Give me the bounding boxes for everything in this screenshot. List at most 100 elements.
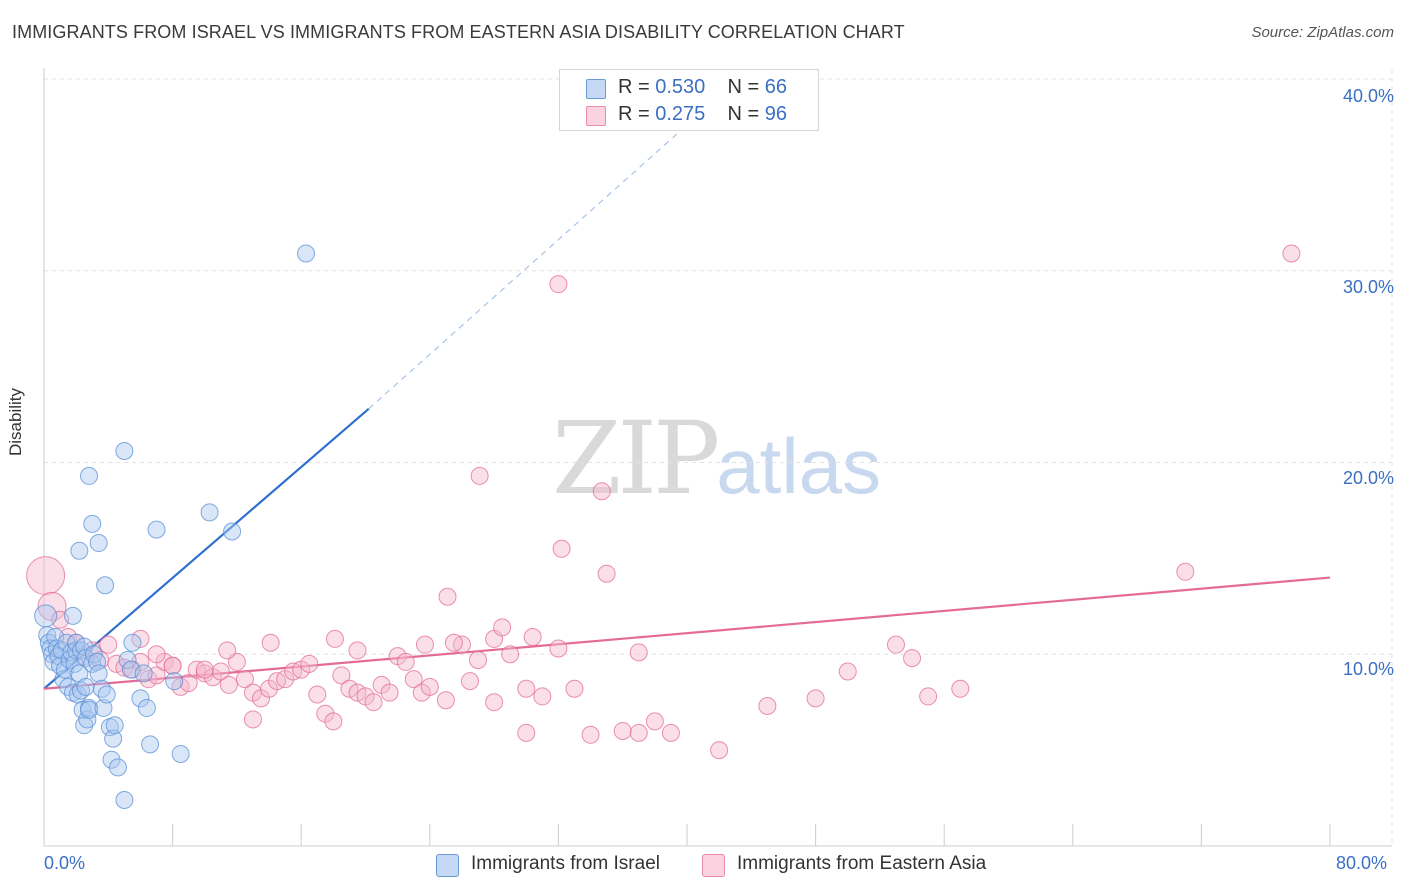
eastern-asia-point xyxy=(1176,562,1195,581)
legend-n-value: 66 xyxy=(764,76,788,98)
israel-point xyxy=(223,522,242,541)
eastern-asia-point xyxy=(951,679,970,698)
eastern-asia-point xyxy=(444,633,463,652)
eastern-asia-point xyxy=(179,674,198,693)
eastern-asia-point xyxy=(420,677,439,696)
eastern-asia-point xyxy=(517,723,536,742)
israel-point xyxy=(76,677,95,696)
israel-point xyxy=(104,729,123,748)
grid-lines xyxy=(44,70,1393,846)
israel-point xyxy=(78,710,97,729)
israel-point xyxy=(141,735,160,754)
eastern-asia-point xyxy=(758,697,777,716)
eastern-asia-point xyxy=(195,660,214,679)
eastern-asia-point xyxy=(549,275,568,294)
eastern-asia-point xyxy=(886,635,905,654)
israel-point xyxy=(200,503,219,522)
eastern-asia-point xyxy=(26,556,66,596)
watermark: ZIPatlas xyxy=(552,400,881,517)
israel-point xyxy=(134,664,153,683)
israel-point xyxy=(96,576,115,595)
y-tick-10: 10.0% xyxy=(1342,659,1394,679)
x-tick-80: 80.0% xyxy=(1336,853,1388,873)
eastern-asia-point xyxy=(469,651,488,670)
eastern-asia-point xyxy=(404,670,423,689)
israel-point xyxy=(89,534,108,553)
eastern-asia-point xyxy=(523,627,542,646)
israel-point xyxy=(75,637,94,656)
israel-point xyxy=(102,750,121,769)
eastern-asia-point xyxy=(903,649,922,668)
israel-point xyxy=(94,698,113,717)
eastern-asia-trend-line xyxy=(43,576,1331,690)
y-tick-40: 40.0% xyxy=(1342,86,1394,106)
israel-point xyxy=(147,520,166,539)
israel-point xyxy=(118,651,137,670)
eastern-asia-point xyxy=(485,693,504,712)
eastern-asia-point xyxy=(629,723,648,742)
legend-swatch-eastern-asia xyxy=(702,854,725,877)
israel-point xyxy=(137,698,156,717)
legend-label-israel: Immigrants from Israel xyxy=(471,853,660,874)
israel-point xyxy=(80,700,99,719)
eastern-asia-point xyxy=(661,723,680,742)
eastern-asia-point xyxy=(211,662,230,681)
eastern-asia-point xyxy=(493,618,512,637)
eastern-asia-point xyxy=(1282,244,1301,263)
eastern-asia-point xyxy=(597,564,616,583)
eastern-asia-point xyxy=(470,466,489,485)
israel-point xyxy=(131,689,150,708)
israel-point xyxy=(73,700,92,719)
legend-r-label: R = xyxy=(618,76,656,98)
israel-point xyxy=(34,604,58,628)
eastern-asia-point xyxy=(235,670,254,689)
legend-swatch-israel xyxy=(436,854,459,877)
eastern-asia-point xyxy=(364,693,383,712)
israel-point xyxy=(165,672,184,691)
eastern-asia-point xyxy=(261,633,280,652)
israel-trend-extension xyxy=(368,113,701,410)
eastern-asia-point xyxy=(533,687,552,706)
legend-r-value: 0.275 xyxy=(655,103,706,125)
legend-label-eastern-asia: Immigrants from Eastern Asia xyxy=(737,853,987,874)
eastern-asia-point xyxy=(710,741,729,760)
israel-point xyxy=(83,514,102,533)
eastern-asia-point xyxy=(218,641,237,660)
eastern-asia-point xyxy=(438,587,457,606)
source-note: Source: ZipAtlas.com xyxy=(1251,24,1394,41)
eastern-asia-point xyxy=(565,679,584,698)
eastern-asia-point xyxy=(308,685,327,704)
y-tick-30: 30.0% xyxy=(1342,277,1394,297)
eastern-asia-point xyxy=(581,725,600,744)
legend-r-label: R = xyxy=(618,103,656,125)
eastern-asia-point xyxy=(396,652,415,671)
eastern-asia-point xyxy=(645,712,664,731)
correlation-legend: R = 0.530 N = 66 R = 0.275 N = 96 xyxy=(559,69,819,131)
eastern-asia-point xyxy=(227,652,246,671)
israel-point xyxy=(115,790,134,809)
israel-point xyxy=(55,660,74,679)
eastern-asia-point xyxy=(549,639,568,658)
eastern-asia-point xyxy=(147,645,166,664)
legend-swatch-israel xyxy=(586,79,606,99)
legend-n-label: N = xyxy=(727,76,765,98)
eastern-asia-point xyxy=(415,635,434,654)
x-tick-0: 0.0% xyxy=(44,853,86,873)
eastern-asia-point xyxy=(300,654,319,673)
eastern-asia-point xyxy=(592,482,611,501)
eastern-asia-point xyxy=(552,539,571,558)
eastern-asia-point xyxy=(243,710,262,729)
eastern-asia-point xyxy=(380,683,399,702)
eastern-asia-point xyxy=(919,687,938,706)
israel-point xyxy=(97,685,116,704)
israel-point xyxy=(115,441,134,460)
israel-trend-line xyxy=(43,407,370,690)
eastern-asia-point xyxy=(517,679,536,698)
israel-point xyxy=(171,744,190,763)
israel-point xyxy=(92,679,111,698)
eastern-asia-point xyxy=(348,641,367,660)
watermark-zip: ZIP xyxy=(552,400,720,517)
eastern-asia-point xyxy=(460,672,479,691)
watermark-atlas: atlas xyxy=(716,422,882,510)
legend-n-value: 96 xyxy=(764,103,788,125)
